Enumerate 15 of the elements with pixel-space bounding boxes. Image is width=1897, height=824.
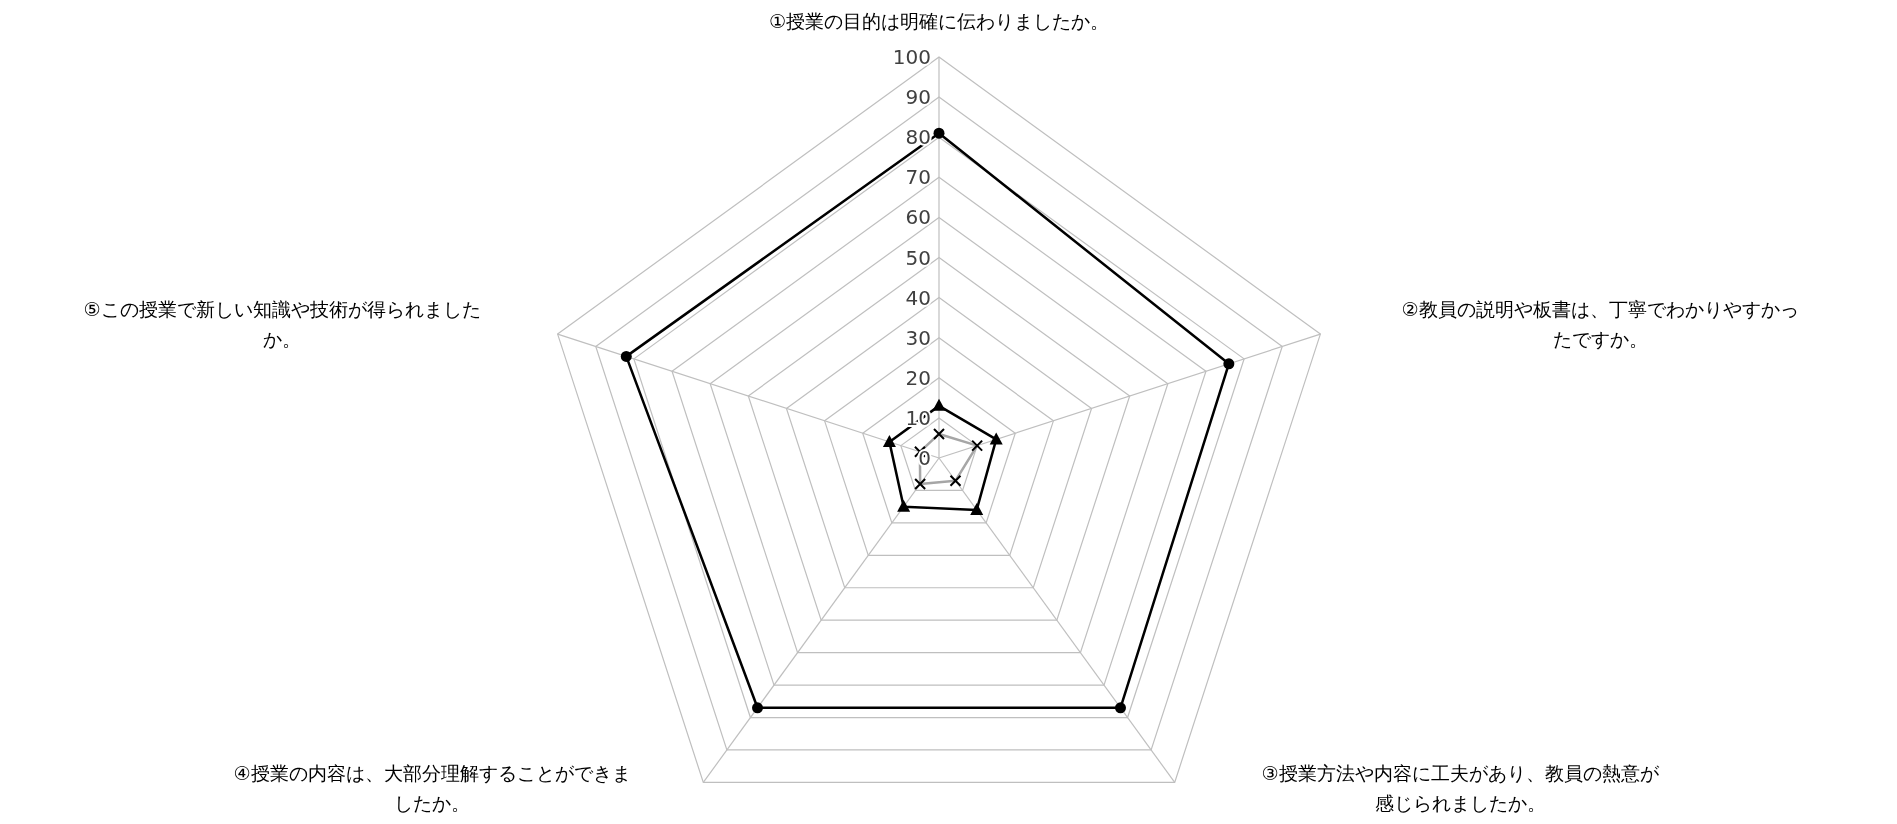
y-tick-label: 0 xyxy=(918,446,931,470)
spoke-label: ③授業方法や内容に工夫があり、教員の熱意が感じられましたか。 xyxy=(1261,762,1660,814)
spoke-label: ②教員の説明や板書は、丁寧でわかりやすかったですか。 xyxy=(1401,298,1799,350)
y-tick-label: 90 xyxy=(905,85,931,110)
y-tick-label: 80 xyxy=(905,125,931,150)
spoke-label: ①授業の目的は明確に伝わりましたか。 xyxy=(768,10,1110,32)
y-tick-label: 100 xyxy=(892,45,931,69)
y-tick-label: 40 xyxy=(905,285,931,310)
y-tick-label: 30 xyxy=(905,325,931,350)
y-tick-label: 60 xyxy=(905,205,931,230)
spoke-label: ⑤この授業で新しい知識や技術が得られましたか。 xyxy=(83,298,481,350)
spoke-label: ④授業の内容は、大部分理解することができましたか。 xyxy=(233,762,631,814)
y-tick-label: 20 xyxy=(905,365,931,390)
y-tick-label: 50 xyxy=(905,245,931,270)
y-tick-label: 70 xyxy=(905,165,931,190)
